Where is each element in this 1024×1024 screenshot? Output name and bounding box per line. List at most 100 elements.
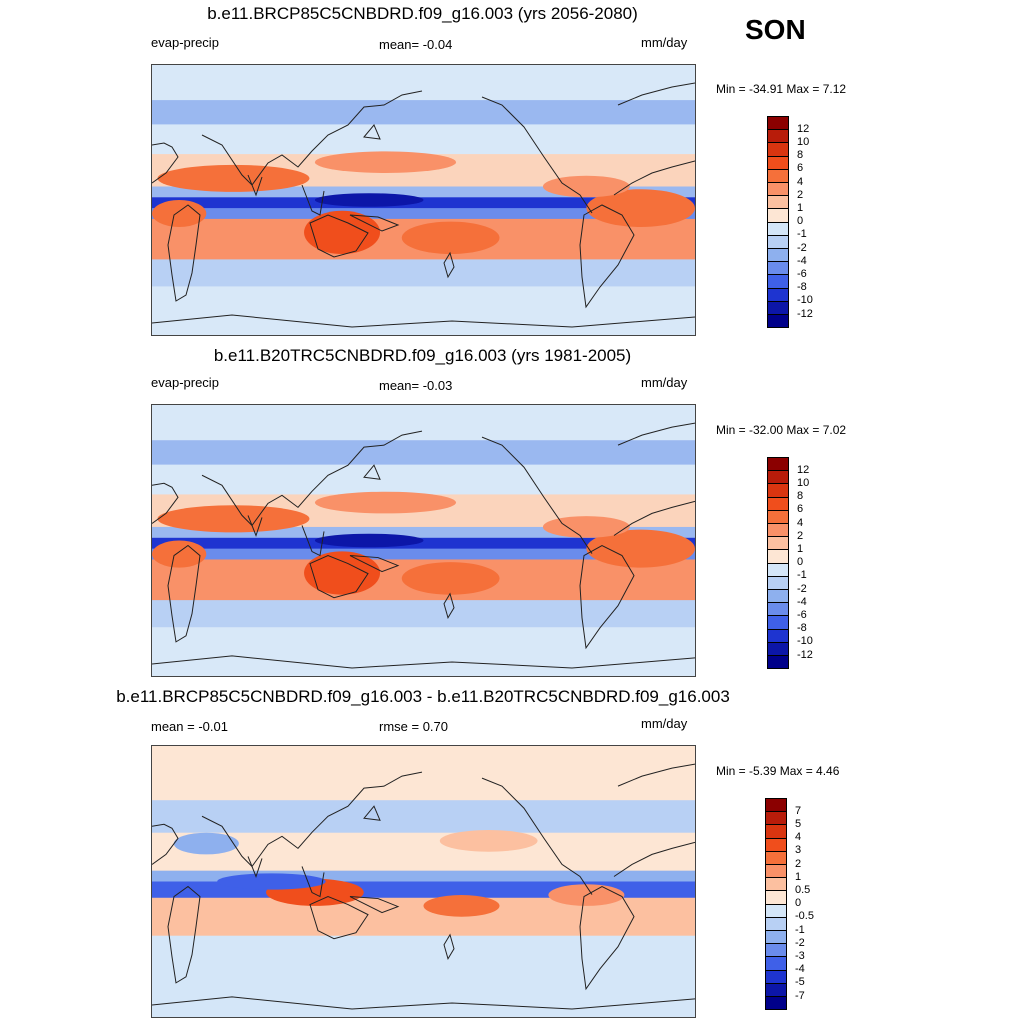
colorbar-swatch xyxy=(767,155,789,170)
coastline xyxy=(248,175,262,195)
coastline xyxy=(614,842,695,876)
colorbar-tick-label: 5 xyxy=(795,817,802,830)
contour-band xyxy=(152,440,695,466)
colorbar-tick-label: 4 xyxy=(797,516,804,529)
colorbar-swatch xyxy=(767,655,789,670)
coastline xyxy=(310,556,368,598)
colorbar-tick-label: -2 xyxy=(797,582,807,595)
coastline xyxy=(152,315,695,327)
coastline xyxy=(248,856,262,876)
colorbar-swatch xyxy=(767,314,789,329)
colorbar-tick-label: -3 xyxy=(795,949,805,962)
contour-band xyxy=(152,208,695,220)
colorbar-tick-label: 4 xyxy=(797,175,804,188)
coastline xyxy=(618,764,695,786)
colorbar-swatch xyxy=(765,864,787,879)
map-field xyxy=(152,746,695,1017)
panel-3-mean-label: mean = -0.01 xyxy=(151,719,228,734)
contour-region xyxy=(157,505,310,533)
contour-region xyxy=(401,221,500,254)
contour-region xyxy=(304,551,381,595)
colorbar-swatch xyxy=(767,195,789,210)
contour-band xyxy=(152,627,695,676)
colorbar-swatch xyxy=(767,589,789,604)
colorbar-tick-label: 1 xyxy=(795,870,802,883)
coastline xyxy=(444,253,454,277)
contour-band xyxy=(152,124,695,155)
contour-band xyxy=(152,286,695,335)
colorbar-swatch xyxy=(765,877,787,892)
coastline xyxy=(444,935,454,959)
colorbar-tick-label: -10 xyxy=(797,635,813,648)
colorbar-tick-label: 2 xyxy=(795,857,802,870)
contour-region xyxy=(152,540,207,568)
colorbar-swatch xyxy=(767,536,789,551)
coastline xyxy=(202,91,422,185)
colorbar-swatch xyxy=(765,798,787,813)
contour-region xyxy=(542,175,630,198)
contour-region xyxy=(586,529,695,568)
coastline xyxy=(248,515,262,535)
coastline xyxy=(310,215,368,257)
colorbar-tick-label: 0 xyxy=(797,556,804,569)
coastline xyxy=(580,887,634,989)
colorbar-swatch xyxy=(765,824,787,839)
colorbar-swatch xyxy=(767,129,789,144)
colorbar-swatch xyxy=(765,890,787,905)
colorbar-tick-label: 0 xyxy=(797,215,804,228)
contour-band xyxy=(152,968,695,1017)
colorbar-swatch xyxy=(767,142,789,157)
colorbar-tick-label: -1 xyxy=(795,923,805,936)
contour-band xyxy=(152,65,695,101)
coastline xyxy=(350,215,398,231)
contour-band xyxy=(152,537,695,550)
colorbar-swatch xyxy=(765,930,787,945)
contour-band xyxy=(152,526,695,539)
contour-region xyxy=(314,533,424,548)
contour-band xyxy=(152,548,695,560)
contour-band xyxy=(152,870,695,882)
panel-1-variable-label: evap-precip xyxy=(151,35,219,50)
panel-3-rmse-label: rmse = 0.70 xyxy=(379,719,449,734)
colorbar-tick-label: -8 xyxy=(797,622,807,635)
colorbar-swatch xyxy=(767,575,789,590)
colorbar-tick-label: -8 xyxy=(797,281,807,294)
colorbar-tick-label: 10 xyxy=(797,135,810,148)
coastline xyxy=(302,866,324,896)
colorbar-tick-label: -7 xyxy=(795,989,805,1002)
colorbar-swatch xyxy=(765,943,787,958)
coastline xyxy=(364,465,380,479)
colorbar-swatch xyxy=(765,916,787,931)
colorbar-swatch xyxy=(765,982,787,997)
panel-1-mean-label: mean= -0.04 xyxy=(379,37,453,52)
colorbar-swatch xyxy=(767,496,789,511)
panel-3-minmax: Min = -5.39 Max = 4.46 xyxy=(716,764,840,778)
colorbar-swatch xyxy=(767,457,789,472)
coastline xyxy=(302,185,324,215)
colorbar-swatch xyxy=(767,470,789,485)
colorbar-swatch xyxy=(765,996,787,1011)
coastline xyxy=(444,594,454,618)
contour-band xyxy=(152,186,695,198)
colorbar-tick-label: 10 xyxy=(797,476,810,489)
map-field xyxy=(152,65,695,335)
contour-region xyxy=(542,516,630,538)
coastline xyxy=(618,83,695,105)
colorbar-tick-label: 0 xyxy=(795,897,802,910)
coastline xyxy=(152,997,695,1009)
colorbar-tick-label: 3 xyxy=(795,844,802,857)
colorbar-swatch xyxy=(765,956,787,971)
coastline xyxy=(614,501,695,535)
coastline xyxy=(202,431,422,525)
panel-2-units-label: mm/day xyxy=(641,375,688,390)
colorbar-tick-label: 12 xyxy=(797,122,810,135)
colorbar-swatch xyxy=(767,523,789,538)
contour-band xyxy=(152,746,695,801)
colorbar-tick-label: 6 xyxy=(797,162,804,175)
panel-2-mean-label: mean= -0.03 xyxy=(379,378,453,393)
coastline xyxy=(152,483,178,523)
colorbar-swatch xyxy=(767,300,789,315)
coastline xyxy=(202,772,422,866)
colorbar-swatch xyxy=(765,837,787,852)
colorbar-tick-label: 2 xyxy=(797,188,804,201)
